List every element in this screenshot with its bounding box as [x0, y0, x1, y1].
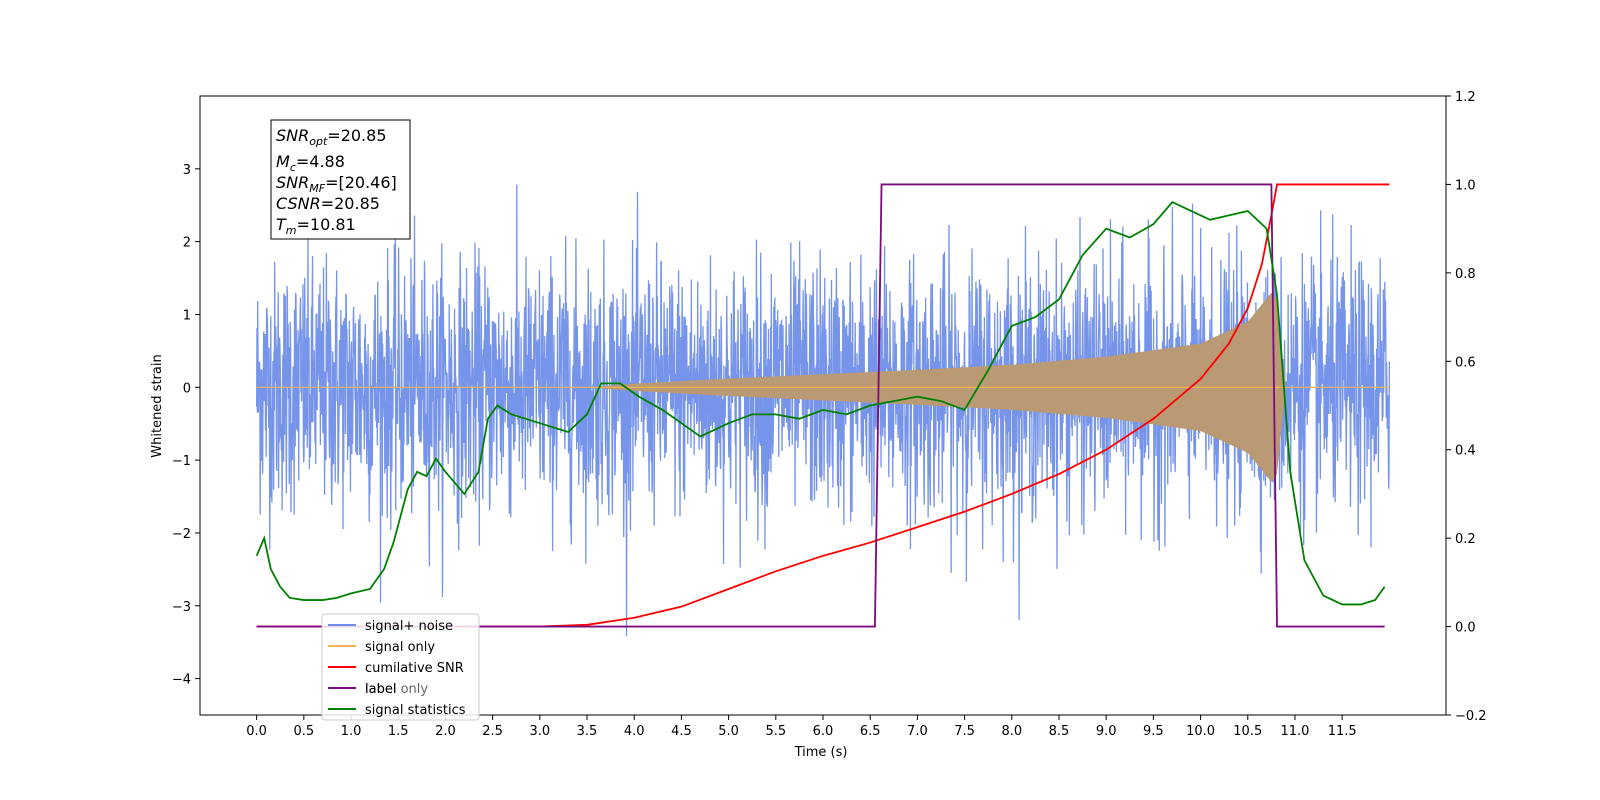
y-right-tick-label: −0.2: [1455, 709, 1487, 724]
legend-label-signal-noise: signal+ noise: [365, 619, 453, 634]
x-tick-label: 10.0: [1186, 724, 1215, 739]
x-tick-label: 3.5: [577, 724, 598, 739]
x-tick-label: 7.0: [907, 724, 928, 739]
y-left-tick-label: 0: [183, 381, 191, 396]
info-box: SNRopt=20.85 Mc=4.88 SNRMF=[20.46] CSNR=…: [270, 119, 411, 240]
y-left-tick-label: −4: [172, 673, 191, 688]
x-tick-label: 1.0: [341, 724, 362, 739]
legend: signal+ noise signal only cumilative SNR…: [321, 613, 480, 721]
info-chirp-mass: Mc=4.88: [276, 152, 345, 174]
y-left-tick-label: 3: [183, 163, 191, 178]
info-merger-time: Tm=10.81: [276, 215, 356, 237]
y-axis-left-ticks: −4 −3 −2 −1 0 1 2 3: [172, 163, 200, 688]
x-tick-label: 9.0: [1096, 724, 1117, 739]
info-csnr: CSNR=20.85: [276, 194, 380, 213]
y-left-tick-label: −2: [172, 527, 191, 542]
legend-label-signal-only: signal only: [365, 640, 435, 655]
y-right-tick-label: 0.4: [1455, 444, 1476, 459]
y-right-tick-label: 1.2: [1455, 90, 1476, 105]
x-tick-label: 3.0: [529, 724, 550, 739]
y-right-tick-label: 1.0: [1455, 178, 1476, 193]
legend-label-label: label: [365, 682, 396, 697]
x-tick-label: 5.5: [765, 724, 786, 739]
y-left-tick-label: −3: [172, 600, 191, 615]
info-snr-opt: SNRopt=20.85: [276, 126, 387, 148]
y-right-tick-label: 0.0: [1455, 621, 1476, 636]
x-axis-label: Time (s): [794, 745, 848, 760]
x-tick-label: 11.5: [1328, 724, 1357, 739]
y-left-tick-label: 1: [183, 308, 191, 323]
y-left-tick-label: −1: [172, 454, 191, 469]
y-axis-left-label: Whitened strain: [150, 354, 165, 457]
x-tick-label: 10.5: [1233, 724, 1262, 739]
y-right-tick-label: 0.8: [1455, 267, 1476, 282]
x-tick-label: 7.5: [954, 724, 975, 739]
series-cumulative-snr: [256, 183, 1390, 628]
legend-label-signal-statistics: signal statistics: [365, 703, 466, 718]
x-tick-label: 0.5: [293, 724, 314, 739]
y-axis-right-ticks: −0.2 0.0 0.2 0.4 0.6 0.8 1.0 1.2: [1446, 90, 1487, 724]
x-tick-label: 11.0: [1280, 724, 1309, 739]
y-right-tick-label: 0.6: [1455, 355, 1476, 370]
series-layer: [255, 183, 1391, 637]
x-tick-label: 5.0: [718, 724, 739, 739]
x-tick-label: 6.0: [813, 724, 834, 739]
x-tick-label: 1.5: [388, 724, 409, 739]
y-left-tick-label: 2: [183, 236, 191, 251]
legend-label-cumulative-snr: cumilative SNR: [365, 661, 464, 676]
x-axis-ticks: 0.0 0.5 1.0 1.5 2.0 2.5 3.0 3.5 4.0 4.5 5.0 5.5 6.0 6…: [246, 715, 1357, 739]
legend-frame: [321, 613, 480, 721]
info-box-frame: [270, 119, 411, 240]
legend-label-label-only: label only: [365, 682, 428, 697]
x-tick-label: 9.5: [1143, 724, 1164, 739]
x-tick-label: 8.5: [1049, 724, 1070, 739]
x-tick-label: 2.0: [435, 724, 456, 739]
x-tick-label: 8.0: [1001, 724, 1022, 739]
info-snr-mf: SNRMF=[20.46]: [276, 173, 397, 195]
series-signal-statistics: [255, 201, 1386, 606]
series-label: [256, 183, 1385, 628]
x-tick-label: 4.0: [624, 724, 645, 739]
x-tick-label: 6.5: [860, 724, 881, 739]
x-tick-label: 4.5: [671, 724, 692, 739]
x-tick-label: 0.0: [246, 724, 267, 739]
y-right-tick-label: 0.2: [1455, 532, 1476, 547]
series-signal-noise: [255, 184, 1391, 637]
x-tick-label: 2.5: [482, 724, 503, 739]
